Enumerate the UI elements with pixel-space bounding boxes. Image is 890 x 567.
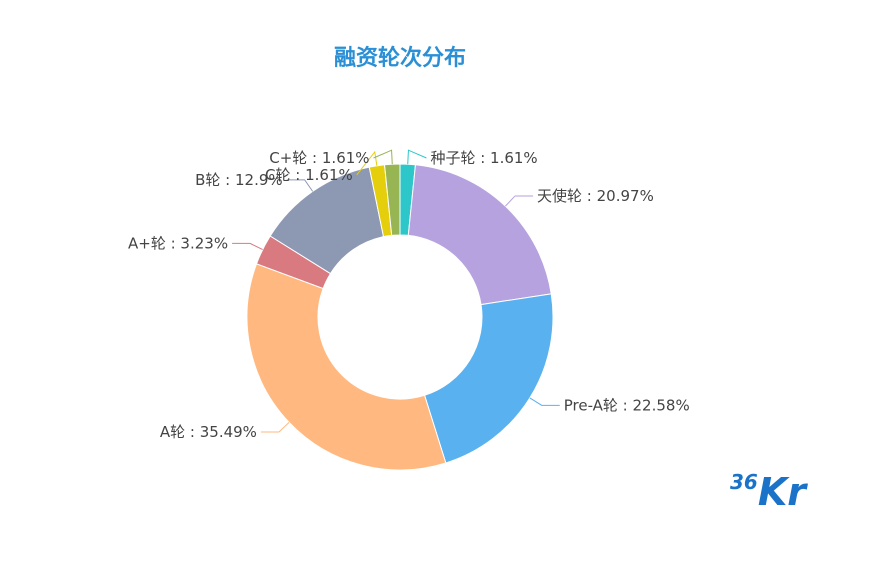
slice-7[interactable] <box>384 163 401 236</box>
leader-line-6 <box>356 150 378 176</box>
slice-label-5: B轮 : 12.9% <box>195 171 283 189</box>
leader-line-0 <box>407 149 427 165</box>
slice-label-2: Pre-A轮 : 22.58% <box>564 396 690 414</box>
slice-1[interactable] <box>407 164 552 306</box>
leader-line-4 <box>232 242 263 251</box>
logo-text: Kr <box>757 470 807 514</box>
slice-label-6: C轮 : 1.61% <box>265 166 353 184</box>
leader-line-5 <box>286 179 314 192</box>
leader-line-3 <box>260 422 290 433</box>
slice-label-0: 种子轮 : 1.61% <box>430 149 537 167</box>
logo-number: 36 <box>730 470 758 494</box>
36kr-logo: 36Kr <box>730 470 806 514</box>
slice-label-1: 天使轮 : 20.97% <box>537 187 654 205</box>
chart-title: 融资轮次分布 <box>333 46 466 71</box>
slice-label-4: A+轮 : 3.23% <box>128 234 228 252</box>
slice-label-7: C+轮 : 1.61% <box>269 149 369 167</box>
slice-2[interactable] <box>423 293 554 464</box>
leader-line-7 <box>373 149 393 165</box>
slice-label-3: A轮 : 35.49% <box>160 423 257 441</box>
leader-line-2 <box>529 397 560 406</box>
leader-line-1 <box>505 195 534 207</box>
slice-3[interactable] <box>246 263 447 471</box>
